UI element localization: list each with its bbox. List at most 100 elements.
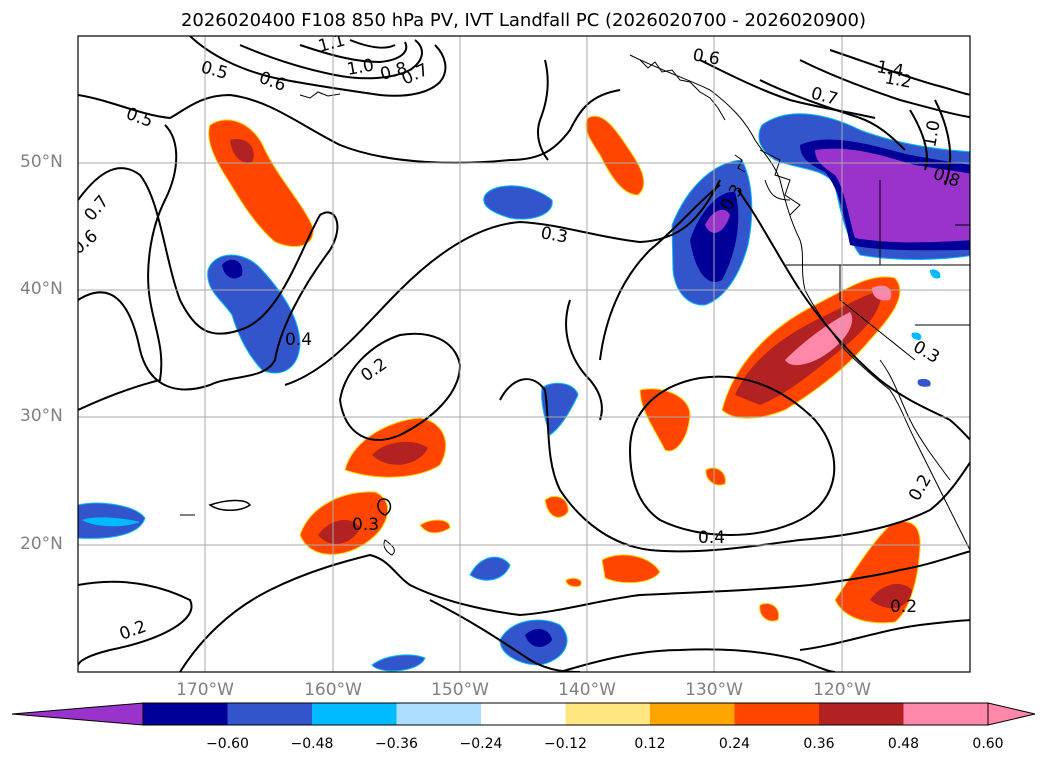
lat-label-30n: 30°N bbox=[20, 406, 63, 426]
coastline bbox=[383, 539, 395, 556]
shading-positive-core bbox=[230, 139, 254, 163]
lon-label-130w: 130°W bbox=[685, 680, 743, 700]
colorbar-tick-label: 0.24 bbox=[718, 736, 751, 752]
lon-label-150w: 150°W bbox=[431, 680, 489, 700]
contour-line bbox=[239, 39, 423, 80]
contour-line bbox=[565, 299, 603, 421]
colorbar-tick-label: 0.48 bbox=[887, 736, 920, 752]
figure-title: 2026020400 F108 850 hPa PV, IVT Landfall… bbox=[180, 10, 867, 31]
contour-label: 0.6 bbox=[68, 226, 102, 259]
contour-label: 1.1 bbox=[316, 31, 347, 57]
lat-label-40n: 40°N bbox=[20, 279, 63, 299]
contour-label: 0.7 bbox=[81, 192, 114, 226]
map-frame bbox=[77, 35, 971, 673]
shading-positive bbox=[705, 467, 726, 486]
shading-positive bbox=[639, 388, 691, 452]
contour-line bbox=[179, 550, 970, 672]
contour-label: 0.2 bbox=[890, 597, 917, 617]
contour-line bbox=[799, 619, 970, 651]
contour-line bbox=[537, 59, 549, 161]
coastline bbox=[299, 91, 341, 99]
contour-label: 0.6 bbox=[256, 68, 288, 96]
shading-positive bbox=[759, 603, 780, 622]
contour-label: 0.4 bbox=[285, 330, 312, 350]
shading-negative bbox=[917, 378, 931, 387]
shading-positive-core bbox=[318, 519, 360, 544]
colorbar-tick-label: −0.24 bbox=[459, 736, 503, 752]
contour-line bbox=[559, 648, 836, 672]
coastline bbox=[759, 149, 801, 216]
shading-negative bbox=[371, 654, 426, 672]
shading-positive bbox=[419, 519, 451, 534]
contour-label: 0.5 bbox=[123, 104, 155, 132]
contour-label: 0.3 bbox=[352, 515, 379, 535]
shading-positive-peak bbox=[872, 285, 892, 301]
contour-line bbox=[829, 49, 970, 96]
shading-negative bbox=[911, 332, 922, 340]
contour-line bbox=[78, 124, 178, 411]
shading-positive-core bbox=[870, 583, 912, 609]
contour-label: 0.2 bbox=[905, 471, 936, 504]
colorbar-tick-label: −0.60 bbox=[206, 736, 249, 752]
colorbar-tick-label: −0.36 bbox=[375, 736, 418, 752]
contour-label: 1.2 bbox=[883, 68, 913, 92]
shading-negative-core bbox=[222, 259, 243, 279]
contour-line bbox=[208, 499, 252, 511]
shading-positive bbox=[585, 115, 645, 196]
coastline bbox=[879, 359, 951, 481]
gridlines bbox=[78, 36, 970, 672]
contour-line bbox=[737, 189, 970, 442]
lon-label-170w: 170°W bbox=[176, 680, 234, 700]
contour-line bbox=[189, 36, 447, 97]
shading-negative-purple bbox=[815, 148, 970, 243]
contour-line bbox=[799, 59, 970, 119]
lat-label-50n: 50°N bbox=[20, 152, 63, 172]
lon-label-120w: 120°W bbox=[813, 680, 871, 700]
colorbar-tick-label: 0.12 bbox=[634, 736, 666, 752]
shading-negative-light bbox=[82, 517, 140, 527]
contour-line bbox=[78, 580, 193, 666]
shading-layer bbox=[78, 113, 970, 672]
contour-label: 1.0 bbox=[345, 56, 375, 80]
shading-positive-peak bbox=[785, 312, 853, 366]
shading-positive bbox=[601, 554, 661, 584]
border-line bbox=[839, 265, 916, 361]
lon-label-140w: 140°W bbox=[558, 680, 616, 700]
shading-negative bbox=[207, 254, 301, 374]
coastline bbox=[764, 179, 791, 201]
colorbar-tick-label: −0.48 bbox=[290, 736, 334, 752]
shading-positive bbox=[544, 496, 569, 518]
shading-negative bbox=[541, 382, 579, 436]
shading-positive-core bbox=[372, 441, 428, 465]
contour-label: 0.4 bbox=[698, 528, 725, 548]
contour-line bbox=[78, 167, 339, 391]
contour-label: 0.6 bbox=[691, 45, 721, 69]
contour-line bbox=[909, 109, 928, 171]
contour-line bbox=[628, 375, 836, 536]
contour-line bbox=[934, 99, 952, 186]
contour-label: 0.4 bbox=[730, 190, 757, 210]
colorbar-tick-label: 0.36 bbox=[803, 736, 835, 752]
shading-negative-purple bbox=[705, 209, 730, 233]
lat-label-20n: 20°N bbox=[20, 534, 63, 554]
contour-label: 0.3 bbox=[910, 337, 943, 368]
coastline bbox=[734, 154, 746, 173]
contour-line bbox=[759, 79, 906, 151]
shading-negative bbox=[930, 269, 941, 279]
shading-negative bbox=[469, 556, 511, 581]
shading-positive bbox=[565, 577, 582, 588]
contour-line bbox=[599, 184, 721, 361]
contour-line bbox=[349, 39, 396, 49]
shading-negative-core bbox=[525, 628, 552, 647]
lon-label-160w: 160°W bbox=[304, 680, 362, 700]
contour-line bbox=[78, 89, 621, 164]
shading-positive bbox=[208, 119, 314, 247]
contour-label: 0.3 bbox=[539, 223, 569, 247]
shading-negative bbox=[483, 185, 553, 220]
contour-line bbox=[299, 41, 408, 64]
contour-line bbox=[377, 498, 392, 516]
contour-line bbox=[499, 378, 970, 553]
colorbar-tick-label: −0.12 bbox=[544, 736, 587, 752]
contour-label: 1.4 bbox=[875, 57, 905, 81]
